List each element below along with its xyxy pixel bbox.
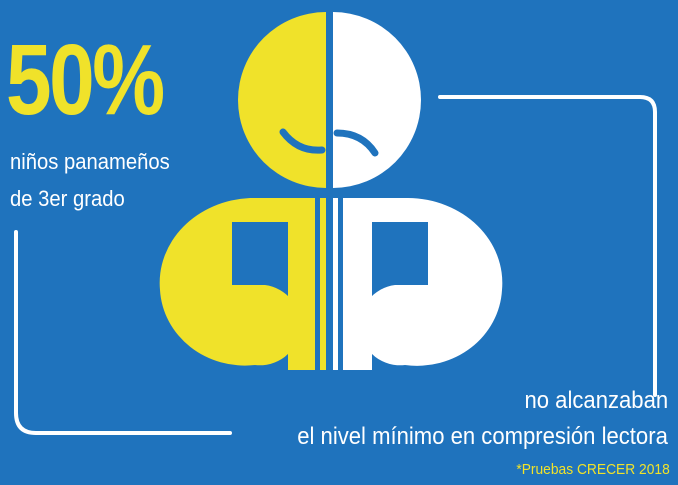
connector-line-right bbox=[438, 95, 657, 397]
connector-line-left bbox=[14, 230, 232, 435]
sad-face-half-icon bbox=[333, 12, 421, 188]
frown-mouth bbox=[333, 129, 379, 157]
stat-subtitle-line1: niños panameños bbox=[10, 149, 170, 174]
smiling-face-half-icon bbox=[238, 12, 326, 188]
result-line1: no alcanzaban bbox=[524, 387, 668, 414]
smile-mouth bbox=[279, 128, 326, 154]
result-line2: el nivel mínimo en compresión lectora bbox=[297, 423, 668, 450]
child-body-half-white-icon bbox=[333, 198, 503, 370]
child-body-half-yellow-icon bbox=[159, 198, 326, 370]
stat-subtitle-line2: de 3er grado bbox=[10, 186, 125, 211]
source-note: *Pruebas CRECER 2018 bbox=[516, 461, 670, 478]
percent-stat: 50% bbox=[6, 24, 165, 136]
